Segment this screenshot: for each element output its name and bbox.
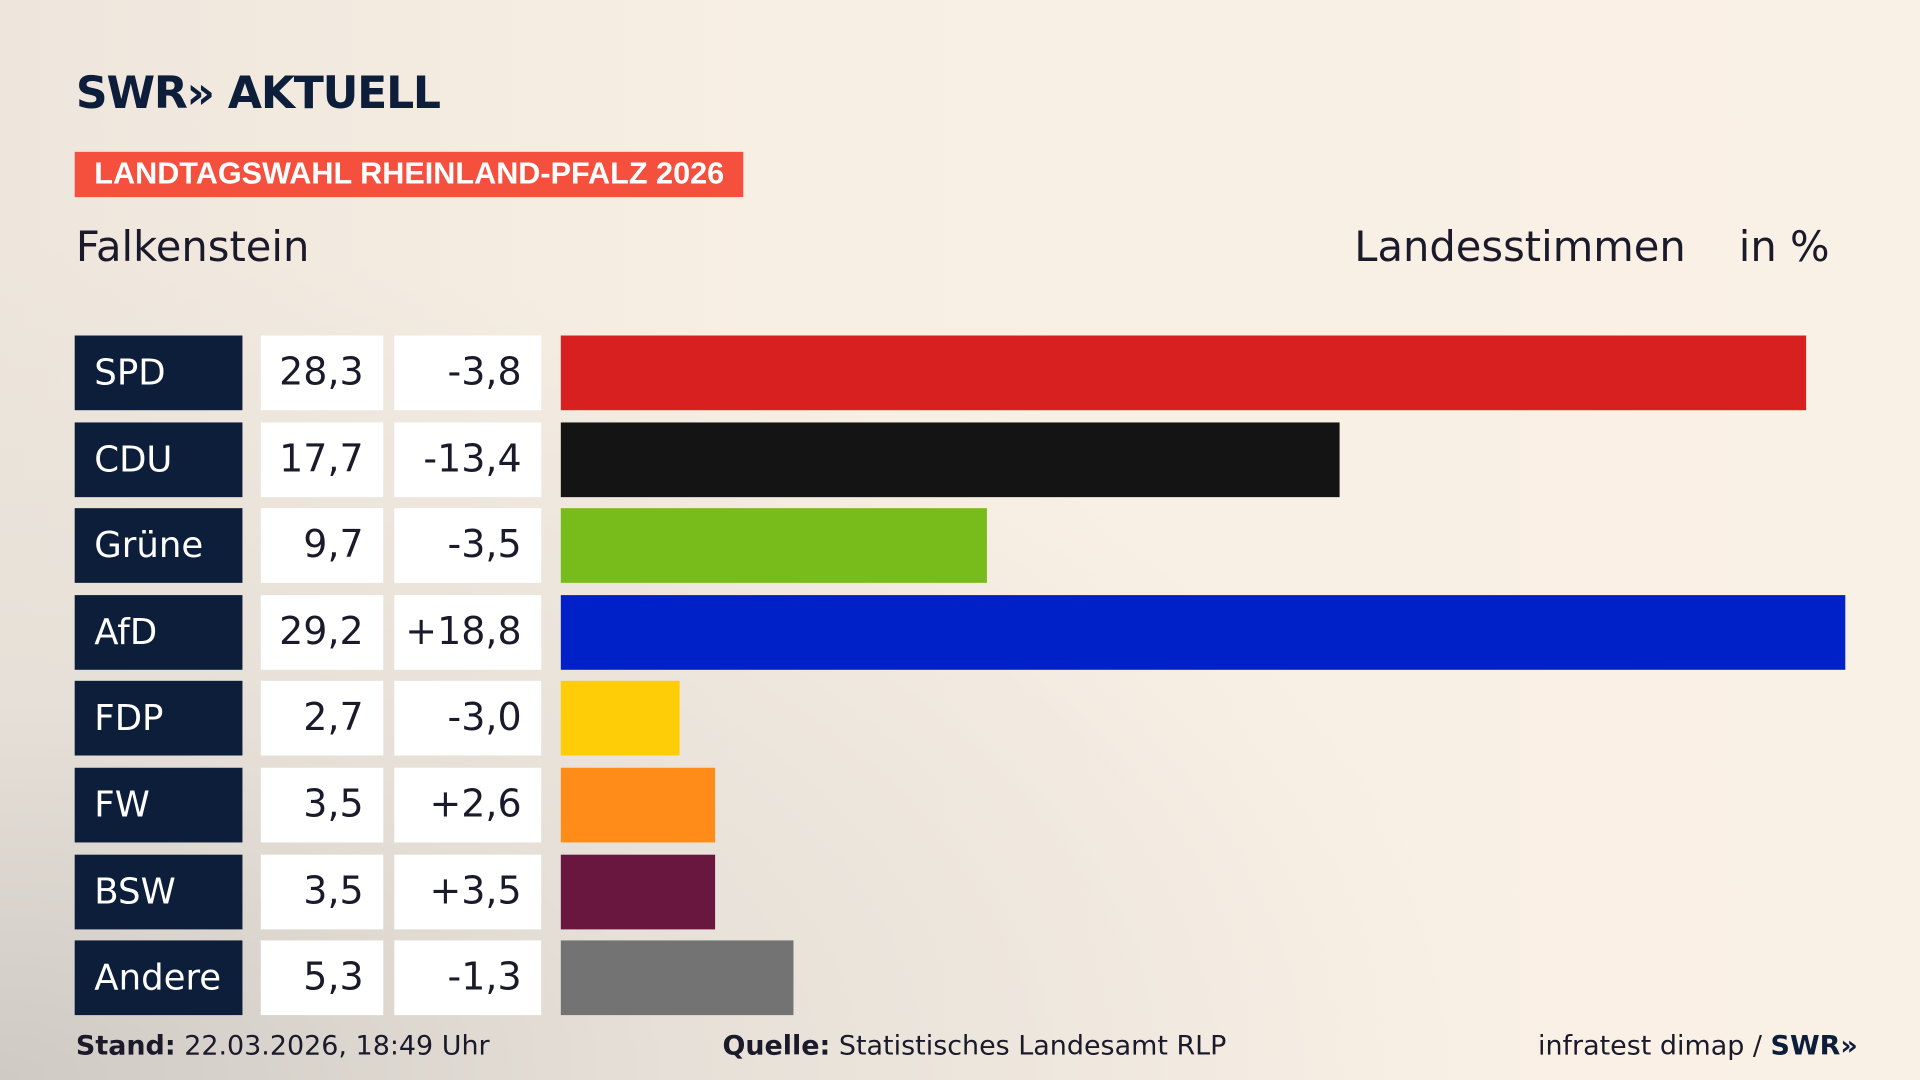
diff-label: -13,4 [394, 421, 542, 497]
bar-cdu [560, 421, 1340, 497]
value-label: 29,2 [260, 594, 384, 670]
bar-afd [560, 594, 1846, 670]
swr-logo: SWR» [1770, 1031, 1858, 1062]
party-label: CDU [74, 421, 243, 497]
party-label: SPD [74, 335, 243, 411]
source-label: Quelle: [722, 1031, 831, 1062]
diff-label: +3,5 [394, 854, 542, 929]
credit-text: infratest dimap / [1537, 1031, 1762, 1062]
party-label: Andere [74, 940, 243, 1016]
value-label: 3,5 [260, 854, 384, 929]
stand-label: Stand: [75, 1031, 176, 1062]
credit: infratest dimap / SWR» [1538, 1031, 1858, 1062]
value-label: 2,7 [260, 681, 384, 756]
unit-label: in % [1738, 222, 1830, 272]
source-value: Statistisches Landesamt RLP [838, 1031, 1227, 1062]
bar-bsw [560, 854, 715, 929]
bar-andere [560, 940, 794, 1016]
bar-spd [560, 335, 1806, 411]
diff-label: -3,8 [394, 335, 542, 411]
source: Quelle: Statistisches Landesamt RLP [722, 1031, 1226, 1062]
timestamp: Stand: 22.03.2026, 18:49 Uhr [76, 1031, 490, 1062]
party-label: FW [74, 767, 243, 843]
vote-type-label: Landesstimmen [1354, 222, 1686, 272]
bar-fdp [560, 681, 680, 756]
swr-aktuell-logo: SWR» AKTUELL [75, 68, 441, 119]
diff-label: -3,0 [394, 681, 542, 756]
diff-label: +2,6 [394, 767, 542, 843]
value-label: 17,7 [260, 421, 384, 497]
value-label: 28,3 [260, 335, 384, 411]
place-title: Falkenstein [75, 222, 310, 272]
diff-label: +18,8 [394, 594, 542, 670]
bar-grüne [560, 508, 988, 584]
value-label: 9,7 [260, 508, 384, 584]
party-label: Grüne [74, 508, 243, 584]
party-label: AfD [74, 594, 243, 670]
election-banner: LANDTAGSWAHL RHEINLAND-PFALZ 2026 [74, 151, 744, 198]
party-label: FDP [74, 681, 243, 756]
diff-label: -1,3 [394, 940, 542, 1016]
bar-fw [560, 767, 715, 843]
value-label: 3,5 [260, 767, 384, 843]
stand-value: 22.03.2026, 18:49 Uhr [184, 1031, 490, 1062]
party-label: BSW [74, 854, 243, 929]
value-label: 5,3 [260, 940, 384, 1016]
diff-label: -3,5 [394, 508, 542, 584]
